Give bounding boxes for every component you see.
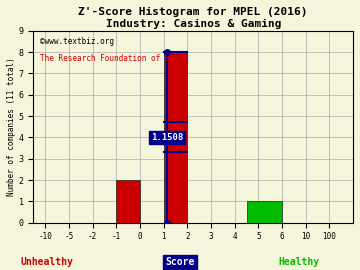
Text: Score: Score — [165, 257, 195, 267]
Bar — [116, 180, 140, 223]
Y-axis label: Number of companies (11 total): Number of companies (11 total) — [7, 58, 16, 196]
Text: Unhealthy: Unhealthy — [21, 257, 73, 267]
Text: 1.1508: 1.1508 — [151, 133, 183, 142]
Text: Healthy: Healthy — [278, 257, 319, 267]
Bar — [247, 201, 282, 223]
Text: ©www.textbiz.org: ©www.textbiz.org — [40, 36, 114, 46]
Bar — [164, 52, 187, 223]
Text: The Research Foundation of SUNY: The Research Foundation of SUNY — [40, 54, 183, 63]
Title: Z'-Score Histogram for MPEL (2016)
Industry: Casinos & Gaming: Z'-Score Histogram for MPEL (2016) Indus… — [78, 7, 308, 29]
